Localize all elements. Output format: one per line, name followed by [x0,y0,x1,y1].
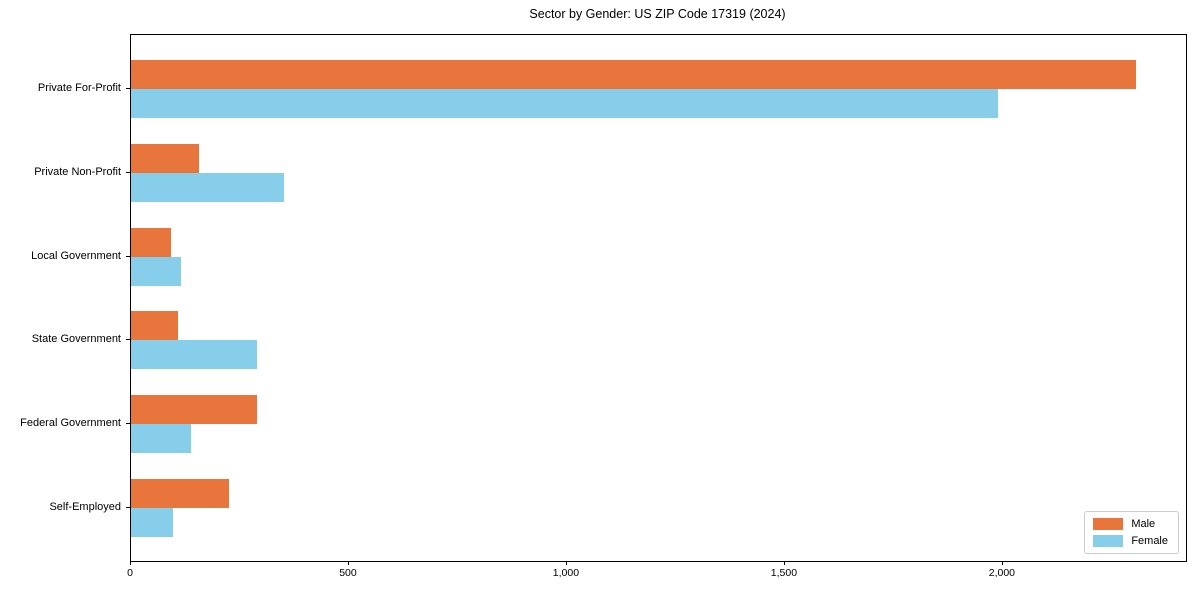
y-tick-mark [126,506,130,508]
x-tick-mark [1001,561,1003,565]
bar-female-private-for-profit [131,89,998,119]
bar-female-self-employed [131,507,174,537]
legend-label-male: Male [1131,518,1156,530]
y-tick-label-federal-government: Federal Government [20,417,121,430]
x-tick-mark [783,561,785,565]
y-tick-label-state-government: State Government [31,333,121,346]
plot-area: Male Female [130,34,1187,562]
bar-female-private-non-profit [131,173,285,202]
bar-male-private-non-profit [131,144,199,173]
y-tick-mark [126,88,130,90]
x-tick-mark [347,561,349,565]
bar-female-local-government [131,256,181,286]
x-tick-label-500: 500 [339,567,357,579]
legend-swatch-female [1093,535,1124,547]
bar-female-federal-government [131,424,192,454]
bar-female-state-government [131,340,257,370]
y-tick-label-local-government: Local Government [31,249,121,262]
legend-swatch-male [1093,518,1124,530]
bar-male-federal-government [131,395,257,425]
bar-male-self-employed [131,478,230,508]
y-tick-label-private-non-profit: Private Non-Profit [34,166,121,178]
y-tick-mark [126,172,130,173]
y-tick-mark [126,255,130,257]
bar-male-local-government [131,227,171,257]
x-tick-label-1-000: 1,000 [552,567,580,579]
x-tick-mark [130,561,131,565]
legend-item-male: Male [1093,518,1168,530]
chart-title: Sector by Gender: US ZIP Code 17319 (202… [529,7,786,21]
y-tick-mark [126,339,130,341]
y-tick-label-private-for-profit: Private For-Profit [37,82,121,95]
y-tick-mark [126,423,130,425]
legend-item-female: Female [1093,535,1168,547]
legend-label-female: Female [1131,535,1168,547]
y-tick-label-self-employed: Self-Employed [49,500,121,513]
bar-male-private-for-profit [131,60,1136,90]
legend: Male Female [1084,511,1179,554]
bar-male-state-government [131,311,179,341]
x-tick-mark [565,561,567,565]
x-tick-label-0: 0 [127,567,133,579]
x-tick-label-1-500: 1,500 [770,567,798,579]
x-tick-label-2-000: 2,000 [988,567,1016,579]
